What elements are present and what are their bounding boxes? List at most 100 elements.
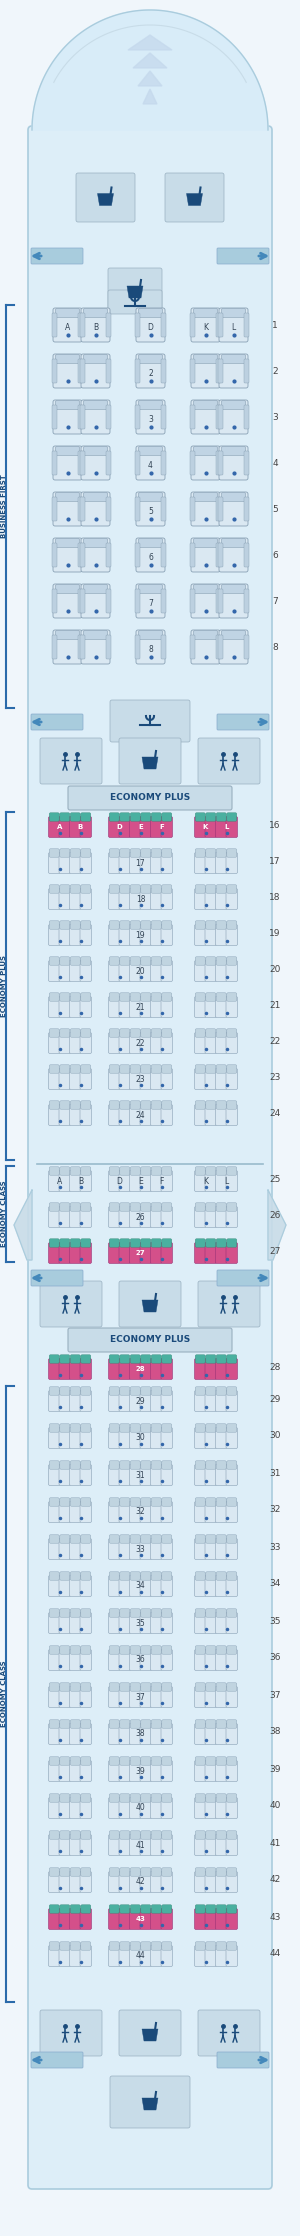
FancyBboxPatch shape bbox=[194, 1798, 206, 1818]
FancyBboxPatch shape bbox=[70, 1534, 80, 1543]
FancyBboxPatch shape bbox=[130, 1386, 140, 1395]
FancyBboxPatch shape bbox=[195, 1867, 205, 1876]
FancyBboxPatch shape bbox=[140, 1359, 152, 1380]
FancyBboxPatch shape bbox=[81, 1867, 91, 1876]
FancyBboxPatch shape bbox=[227, 1100, 237, 1109]
FancyBboxPatch shape bbox=[195, 1684, 205, 1690]
FancyBboxPatch shape bbox=[219, 309, 248, 342]
FancyBboxPatch shape bbox=[140, 1391, 152, 1411]
FancyBboxPatch shape bbox=[130, 888, 141, 910]
FancyBboxPatch shape bbox=[216, 1572, 226, 1581]
FancyBboxPatch shape bbox=[221, 539, 245, 548]
FancyBboxPatch shape bbox=[109, 1498, 119, 1507]
FancyBboxPatch shape bbox=[70, 1169, 81, 1192]
FancyBboxPatch shape bbox=[80, 1798, 92, 1818]
FancyBboxPatch shape bbox=[109, 1684, 119, 1690]
FancyBboxPatch shape bbox=[109, 921, 119, 930]
FancyBboxPatch shape bbox=[161, 1945, 172, 1965]
FancyBboxPatch shape bbox=[70, 1793, 80, 1802]
FancyBboxPatch shape bbox=[130, 1760, 141, 1782]
Text: BUSINESS FIRST: BUSINESS FIRST bbox=[1, 474, 7, 539]
FancyBboxPatch shape bbox=[161, 360, 166, 382]
FancyBboxPatch shape bbox=[141, 1167, 151, 1176]
FancyBboxPatch shape bbox=[206, 1867, 216, 1876]
FancyBboxPatch shape bbox=[215, 1033, 227, 1053]
FancyBboxPatch shape bbox=[83, 447, 107, 456]
FancyBboxPatch shape bbox=[151, 1359, 162, 1380]
FancyBboxPatch shape bbox=[151, 1646, 161, 1655]
FancyBboxPatch shape bbox=[141, 1100, 151, 1109]
FancyBboxPatch shape bbox=[151, 1910, 162, 1930]
FancyBboxPatch shape bbox=[205, 1069, 217, 1089]
FancyBboxPatch shape bbox=[194, 1069, 206, 1089]
FancyBboxPatch shape bbox=[206, 921, 216, 930]
Text: 6: 6 bbox=[272, 550, 278, 559]
FancyBboxPatch shape bbox=[151, 885, 161, 892]
Text: 31: 31 bbox=[269, 1469, 281, 1478]
FancyBboxPatch shape bbox=[70, 1905, 80, 1914]
Text: 21: 21 bbox=[136, 1002, 145, 1011]
FancyBboxPatch shape bbox=[80, 1169, 92, 1192]
FancyBboxPatch shape bbox=[49, 997, 60, 1017]
Text: 24: 24 bbox=[269, 1109, 281, 1118]
FancyBboxPatch shape bbox=[80, 1724, 92, 1744]
FancyBboxPatch shape bbox=[80, 1391, 92, 1411]
FancyBboxPatch shape bbox=[216, 1167, 226, 1176]
FancyBboxPatch shape bbox=[49, 1503, 60, 1523]
FancyBboxPatch shape bbox=[215, 852, 227, 874]
FancyBboxPatch shape bbox=[120, 1498, 130, 1507]
FancyBboxPatch shape bbox=[194, 1872, 206, 1892]
FancyBboxPatch shape bbox=[59, 1105, 70, 1125]
FancyBboxPatch shape bbox=[206, 1831, 216, 1840]
Text: 25: 25 bbox=[269, 1174, 281, 1183]
FancyBboxPatch shape bbox=[119, 1033, 130, 1053]
FancyBboxPatch shape bbox=[49, 1576, 60, 1597]
FancyBboxPatch shape bbox=[226, 1686, 238, 1708]
FancyBboxPatch shape bbox=[109, 1910, 120, 1930]
FancyBboxPatch shape bbox=[130, 1719, 140, 1728]
Text: 29: 29 bbox=[136, 1398, 145, 1406]
FancyBboxPatch shape bbox=[109, 1105, 120, 1125]
FancyBboxPatch shape bbox=[151, 1684, 161, 1690]
FancyBboxPatch shape bbox=[194, 1724, 206, 1744]
Text: 21: 21 bbox=[269, 999, 281, 1008]
FancyBboxPatch shape bbox=[49, 1534, 59, 1543]
FancyBboxPatch shape bbox=[194, 539, 218, 548]
FancyBboxPatch shape bbox=[161, 1538, 172, 1558]
FancyBboxPatch shape bbox=[70, 1608, 80, 1617]
FancyBboxPatch shape bbox=[215, 1945, 227, 1965]
Polygon shape bbox=[128, 36, 172, 49]
FancyBboxPatch shape bbox=[151, 1460, 161, 1469]
FancyBboxPatch shape bbox=[109, 1945, 120, 1965]
FancyBboxPatch shape bbox=[162, 850, 172, 856]
FancyBboxPatch shape bbox=[109, 1424, 119, 1433]
Text: B: B bbox=[93, 322, 98, 331]
FancyBboxPatch shape bbox=[130, 1534, 140, 1543]
FancyBboxPatch shape bbox=[140, 1724, 152, 1744]
FancyBboxPatch shape bbox=[226, 1834, 238, 1856]
FancyBboxPatch shape bbox=[130, 1798, 141, 1818]
FancyBboxPatch shape bbox=[161, 1612, 172, 1635]
Text: F: F bbox=[159, 825, 164, 830]
FancyBboxPatch shape bbox=[217, 2053, 269, 2068]
FancyBboxPatch shape bbox=[227, 1460, 237, 1469]
FancyBboxPatch shape bbox=[219, 539, 248, 572]
FancyBboxPatch shape bbox=[109, 1203, 119, 1212]
FancyBboxPatch shape bbox=[215, 816, 227, 838]
FancyBboxPatch shape bbox=[221, 400, 245, 409]
FancyBboxPatch shape bbox=[120, 850, 130, 856]
FancyBboxPatch shape bbox=[119, 1834, 130, 1856]
FancyBboxPatch shape bbox=[120, 1867, 130, 1876]
FancyBboxPatch shape bbox=[81, 492, 110, 525]
FancyBboxPatch shape bbox=[119, 997, 130, 1017]
FancyBboxPatch shape bbox=[215, 1724, 227, 1744]
FancyBboxPatch shape bbox=[106, 452, 111, 474]
FancyBboxPatch shape bbox=[151, 1503, 162, 1523]
FancyBboxPatch shape bbox=[215, 1538, 227, 1558]
FancyBboxPatch shape bbox=[140, 1576, 152, 1597]
FancyBboxPatch shape bbox=[162, 1064, 172, 1073]
FancyBboxPatch shape bbox=[56, 631, 80, 639]
FancyBboxPatch shape bbox=[49, 1684, 59, 1690]
FancyBboxPatch shape bbox=[130, 1424, 140, 1433]
FancyBboxPatch shape bbox=[194, 1503, 206, 1523]
